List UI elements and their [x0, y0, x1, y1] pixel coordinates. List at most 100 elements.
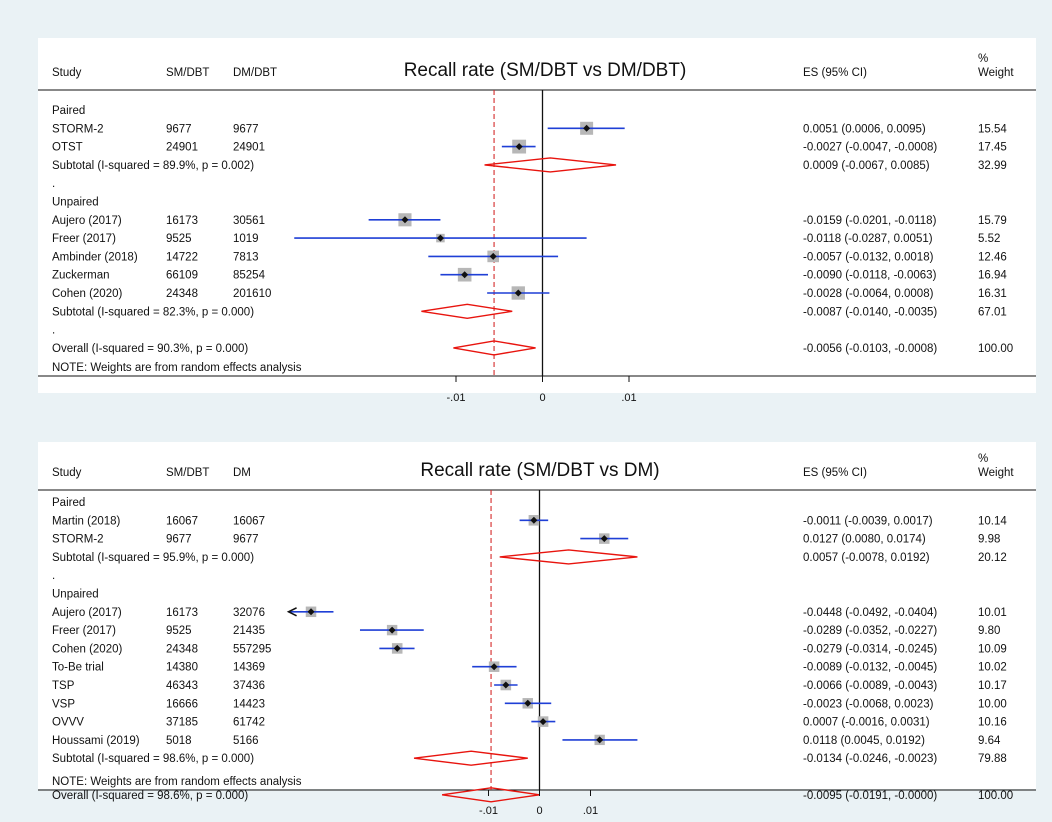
sample-size-n2: 24901 [233, 142, 265, 154]
sample-size-n2: 201610 [233, 288, 271, 300]
effect-size-text: -0.0057 (-0.0132, 0.0018) [803, 251, 934, 263]
weight-text: 5.52 [978, 233, 1000, 245]
point-estimate-marker [583, 124, 591, 132]
column-header-n2: DM [233, 467, 251, 479]
point-estimate-marker [401, 216, 409, 224]
study-label: Aujero (2017) [52, 215, 122, 227]
sample-size-n1: 24348 [166, 288, 198, 300]
point-estimate-marker [489, 252, 497, 260]
study-label: STORM-2 [52, 534, 104, 546]
dot-label: . [52, 570, 55, 582]
study-label: Freer (2017) [52, 233, 116, 245]
point-estimate-marker [393, 644, 401, 652]
sample-size-n1: 9525 [166, 233, 192, 245]
study-label: OTST [52, 142, 83, 154]
sample-size-n1: 16173 [166, 215, 198, 227]
weight-text: 10.16 [978, 717, 1007, 729]
x-axis-tick-label: 0 [536, 805, 542, 817]
effect-size-text: -0.0027 (-0.0047, -0.0008) [803, 142, 937, 154]
weight-text: 16.94 [978, 270, 1007, 282]
weight-text: 17.45 [978, 142, 1007, 154]
weight-text: 15.54 [978, 123, 1007, 135]
point-estimate-marker [388, 626, 396, 634]
chart-panel [38, 442, 1036, 789]
effect-size-text: -0.0090 (-0.0118, -0.0063) [803, 270, 937, 282]
study-label: Aujero (2017) [52, 607, 122, 619]
sample-size-n1: 16666 [166, 698, 198, 710]
subtotal-label: Subtotal (I-squared = 95.9%, p = 0.000) [52, 552, 254, 564]
study-label: Zuckerman [52, 270, 110, 282]
sample-size-n2: 37436 [233, 680, 265, 692]
overall-label: Overall (I-squared = 90.3%, p = 0.000) [52, 343, 248, 355]
subtotal-label: Subtotal (I-squared = 89.9%, p = 0.002) [52, 160, 254, 172]
weight-text: 67.01 [978, 306, 1007, 318]
x-axis-tick-label: .01 [621, 392, 636, 404]
sample-size-n1: 16173 [166, 607, 198, 619]
x-axis-tick-label: 0 [539, 392, 545, 404]
point-estimate-marker [530, 516, 538, 524]
group-label: Paired [52, 105, 85, 117]
effect-size-text: 0.0051 (0.0006, 0.0095) [803, 123, 926, 135]
forest-plot-sm-dbt-vs-dm: Study SM/DBT DM Recall rate (SM/DBT vs DM) E… [38, 442, 1036, 817]
study-label: Martin (2018) [52, 515, 121, 527]
column-header-weight: Weight [978, 67, 1014, 79]
dot-label: . [52, 178, 55, 190]
column-header-weight-pct: % [978, 53, 988, 65]
subtotal-diamond [499, 549, 638, 565]
effect-size-text: 0.0009 (-0.0067, 0.0085) [803, 160, 930, 172]
column-header-weight: Weight [978, 467, 1014, 479]
chart-title: Recall rate (SM/DBT vs DM) [420, 460, 659, 481]
column-header-es: ES (95% CI) [803, 467, 867, 479]
sample-size-n1: 5018 [166, 735, 192, 747]
point-estimate-marker [307, 608, 315, 616]
study-label: STORM-2 [52, 123, 104, 135]
effect-size-text: -0.0159 (-0.0201, -0.0118) [803, 215, 937, 227]
weight-text: 10.01 [978, 607, 1007, 619]
point-estimate-marker [461, 271, 469, 279]
overall-diamond [453, 340, 536, 356]
point-estimate-marker [524, 699, 532, 707]
point-estimate-marker [515, 143, 523, 151]
column-header-n1: SM/DBT [166, 467, 209, 479]
x-axis-tick-label: -.01 [479, 805, 498, 817]
effect-size-text: 0.0127 (0.0080, 0.0174) [803, 534, 926, 546]
sample-size-n2: 32076 [233, 607, 265, 619]
weights-note: NOTE: Weights are from random effects an… [52, 362, 302, 374]
sample-size-n2: 7813 [233, 251, 259, 263]
study-label: Cohen (2020) [52, 288, 122, 300]
sample-size-n1: 9525 [166, 625, 192, 637]
weight-text: 9.64 [978, 735, 1001, 747]
column-header-weight-pct: % [978, 453, 988, 465]
effect-size-text: -0.0066 (-0.0089, -0.0043) [803, 680, 937, 692]
forest-plot-sm-dbt-vs-dm-dbt: Study SM/DBT DM/DBT Recall rate (SM/DBT vs … [38, 38, 1036, 404]
sample-size-n1: 16067 [166, 515, 198, 527]
effect-size-text: -0.0011 (-0.0039, 0.0017) [803, 515, 933, 527]
column-header-es: ES (95% CI) [803, 67, 867, 79]
weight-text: 12.46 [978, 251, 1007, 263]
chart-panel [38, 38, 1036, 393]
study-label: TSP [52, 680, 75, 692]
effect-size-text: 0.0057 (-0.0078, 0.0192) [803, 552, 930, 564]
subtotal-diamond [413, 750, 528, 766]
clipped-interval-arrow [286, 607, 297, 617]
chart-title: Recall rate (SM/DBT vs DM/DBT) [404, 60, 687, 81]
sample-size-n1: 24348 [166, 643, 198, 655]
sample-size-n1: 14380 [166, 662, 198, 674]
sample-size-n2: 21435 [233, 625, 265, 637]
study-label: To-Be trial [52, 662, 104, 674]
study-label: Freer (2017) [52, 625, 116, 637]
weight-text: 10.17 [978, 680, 1007, 692]
subtotal-label: Subtotal (I-squared = 82.3%, p = 0.000) [52, 306, 254, 318]
point-estimate-marker [490, 663, 498, 671]
point-estimate-marker [436, 234, 444, 242]
group-label: Unpaired [52, 589, 99, 601]
study-label: Ambinder (2018) [52, 251, 138, 263]
effect-size-text: -0.0087 (-0.0140, -0.0035) [803, 306, 937, 318]
study-label: OVVV [52, 717, 84, 729]
weight-text: 10.14 [978, 515, 1007, 527]
column-header-n2: DM/DBT [233, 67, 277, 79]
weight-text: 9.80 [978, 625, 1000, 637]
sample-size-n2: 557295 [233, 643, 271, 655]
effect-size-text: -0.0279 (-0.0314, -0.0245) [803, 643, 937, 655]
sample-size-n1: 66109 [166, 270, 198, 282]
